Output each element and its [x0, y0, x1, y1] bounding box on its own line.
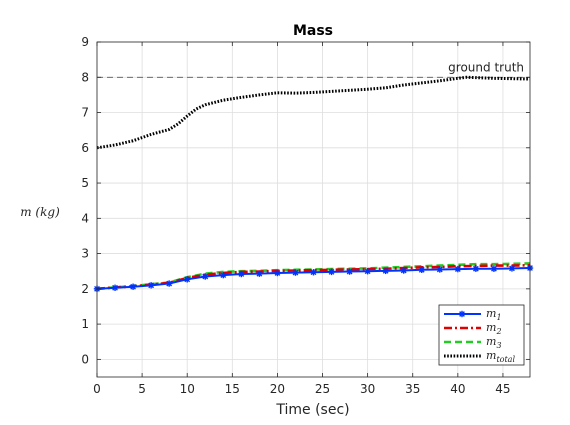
- series-group: [93, 75, 534, 293]
- y-tick-label: 3: [81, 247, 89, 261]
- series-point-m-1: [292, 269, 299, 276]
- y-tick-label: 7: [81, 106, 89, 120]
- series-point-m-1: [165, 280, 173, 287]
- y-tick-label: 9: [81, 35, 89, 49]
- series-point-m-1: [202, 273, 209, 280]
- series-point-m-1: [454, 265, 462, 273]
- series-point-m-1: [436, 266, 443, 273]
- series-point-m-1: [129, 283, 137, 290]
- series-point-m-1: [328, 268, 335, 276]
- series-point-m-1: [274, 269, 281, 277]
- legend-label-m-3: m3: [486, 335, 502, 350]
- y-axis-label: m (kg): [20, 205, 60, 219]
- series-point-m-1: [184, 276, 191, 283]
- plot-frame: [96, 41, 531, 378]
- series-point-m-1: [508, 265, 516, 272]
- y-tick-label: 4: [81, 211, 89, 225]
- legend-label-m-total: mtotal: [486, 349, 515, 364]
- series-point-m-1: [490, 265, 498, 272]
- chart-title: Mass: [293, 23, 333, 39]
- reference-line-group: ground truth: [97, 60, 530, 78]
- y-tick-label: 0: [81, 352, 89, 366]
- x-tick-label: 25: [315, 382, 330, 396]
- series-point-m-1: [346, 268, 353, 275]
- x-tick-label: 45: [495, 382, 510, 396]
- x-tick-label: 35: [405, 382, 420, 396]
- x-tick-label: 15: [225, 382, 240, 396]
- series-point-m-1: [364, 268, 371, 275]
- y-tick-label: 1: [81, 317, 89, 331]
- legend-label-m-2: m2: [486, 321, 502, 336]
- y-tick-label: 8: [81, 70, 89, 84]
- x-tick-label: 5: [138, 382, 146, 396]
- series-point-m-1: [310, 269, 317, 276]
- series-point-m-1: [472, 265, 480, 272]
- x-tick-label: 20: [270, 382, 285, 396]
- series-line-m-total: [96, 75, 531, 150]
- legend-marker: [458, 310, 466, 318]
- ground-truth-label: ground truth: [448, 60, 524, 74]
- series-point-m-1: [382, 267, 389, 275]
- x-axis-label: Time (sec): [275, 402, 349, 418]
- x-tick-label: 10: [180, 382, 195, 396]
- y-tick-label: 6: [81, 141, 89, 155]
- x-tick-label: 0: [93, 382, 101, 396]
- series-point-m-1: [147, 282, 155, 289]
- series-point-m-1: [238, 270, 245, 278]
- x-tick-label: 40: [450, 382, 465, 396]
- y-tick-label: 5: [81, 176, 89, 190]
- y-tick-label: 2: [81, 282, 89, 296]
- series-point-m-1: [111, 284, 119, 291]
- x-tick-label: 30: [360, 382, 375, 396]
- series-point-m-1: [256, 270, 263, 277]
- series-point-m-1: [220, 271, 227, 279]
- series-point-m-1: [418, 266, 425, 273]
- legend-label-m-1: m1: [486, 307, 502, 322]
- series-point-m-1: [400, 267, 407, 274]
